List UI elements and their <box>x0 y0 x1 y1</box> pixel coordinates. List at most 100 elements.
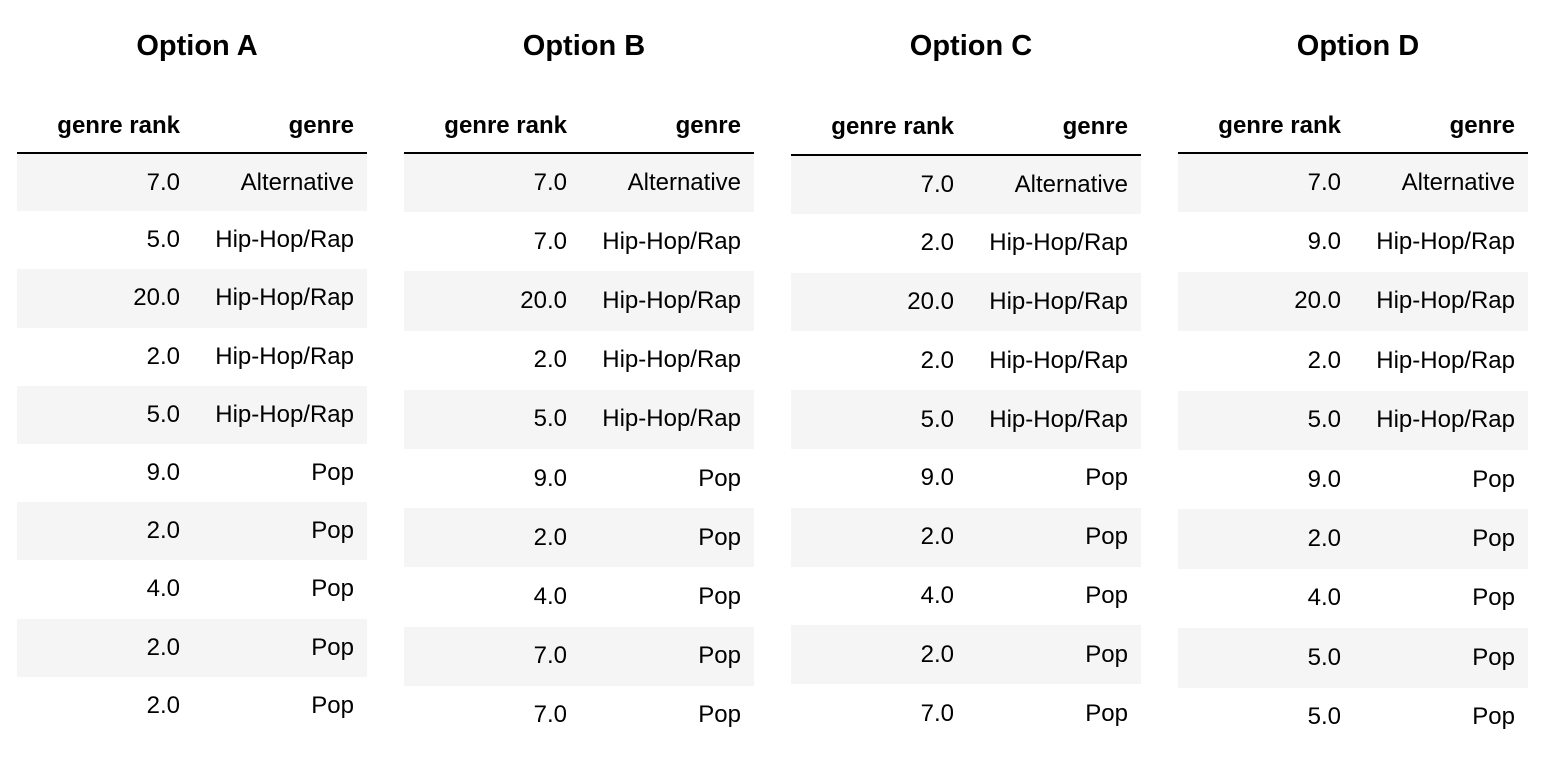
table-row: 4.0 Pop <box>404 567 754 627</box>
table-header-row: genre rank genre <box>404 100 754 154</box>
table-row: 2.0 Pop <box>1178 509 1528 569</box>
option-c-title: Option C <box>909 30 1033 62</box>
table-row: 7.0 Alternative <box>791 155 1141 214</box>
table-row: 2.0 Hip-Hop/Rap <box>1178 331 1528 391</box>
genre-rank-cell: 2.0 <box>920 346 954 374</box>
genre-cell: Pop <box>1472 525 1515 553</box>
genre-rank-cell: 2.0 <box>1307 346 1341 374</box>
genre-rank-cell: 5.0 <box>1307 406 1341 434</box>
genre-cell: Hip-Hop/Rap <box>215 342 354 370</box>
genre-cell: Hip-Hop/Rap <box>602 227 741 255</box>
genre-cell: Pop <box>1085 640 1128 668</box>
table-row: 9.0 Pop <box>791 448 1141 508</box>
table-row: 7.0 Alternative <box>404 153 754 213</box>
option-b-table-body: 7.0 Alternative 7.0 Hip-Hop/Rap 20.0 Hip-Hop/… <box>404 153 754 745</box>
genre-rank-cell: 4.0 <box>533 582 567 610</box>
genre-cell: Pop <box>698 582 741 610</box>
table-row: 7.0 Hip-Hop/Rap <box>404 212 754 272</box>
genre-rank-cell: 5.0 <box>1307 643 1341 671</box>
column-header-genre-rank: genre rank <box>404 100 580 154</box>
genre-rank-cell: 2.0 <box>920 523 954 551</box>
table-row: 5.0 Hip-Hop/Rap <box>404 389 754 449</box>
table-header-row: genre rank genre <box>17 100 367 154</box>
table-row: 2.0 Hip-Hop/Rap <box>17 327 367 386</box>
genre-cell: Pop <box>1085 581 1128 609</box>
genre-rank-cell: 4.0 <box>1307 584 1341 612</box>
table-row: 2.0 Pop <box>791 625 1141 685</box>
table-row: 2.0 Pop <box>791 507 1141 567</box>
genre-rank-cell: 2.0 <box>146 633 180 661</box>
genre-cell: Hip-Hop/Rap <box>989 287 1128 315</box>
genre-rank-cell: 2.0 <box>146 691 180 719</box>
option-b-table: genre rank genre 7.0 Alternative 7.0 Hip-Ho… <box>404 100 754 745</box>
option-a-table: genre rank genre 7.0 Alternative 5.0 Hip-Ho… <box>17 100 367 735</box>
table-row: 20.0 Hip-Hop/Rap <box>404 271 754 331</box>
genre-cell: Pop <box>1472 643 1515 671</box>
genre-rank-cell: 7.0 <box>1307 169 1341 197</box>
genre-cell: Hip-Hop/Rap <box>1376 406 1515 434</box>
genre-cell: Pop <box>311 517 354 545</box>
table-row: 9.0 Pop <box>404 448 754 509</box>
genre-cell: Hip-Hop/Rap <box>215 400 354 428</box>
genre-cell: Pop <box>1085 699 1128 727</box>
column-header-genre: genre <box>967 100 1141 156</box>
genre-cell: Hip-Hop/Rap <box>989 346 1128 374</box>
genre-rank-cell: 5.0 <box>146 400 180 428</box>
genre-cell: Pop <box>1472 584 1515 612</box>
genre-rank-cell: 7.0 <box>533 701 567 729</box>
genre-rank-cell: 2.0 <box>533 346 567 374</box>
column-header-genre: genre <box>193 100 367 154</box>
genre-rank-cell: 5.0 <box>920 405 954 433</box>
genre-cell: Pop <box>1085 464 1128 492</box>
genre-rank-cell: 7.0 <box>533 642 567 670</box>
genre-cell: Pop <box>1472 465 1515 493</box>
genre-rank-cell: 9.0 <box>920 464 954 492</box>
column-header-genre-rank: genre rank <box>791 100 967 156</box>
table-row: 4.0 Pop <box>1178 568 1528 629</box>
column-header-genre: genre <box>1354 100 1528 154</box>
genre-rank-cell: 20.0 <box>520 286 567 314</box>
genre-cell: Pop <box>698 642 741 670</box>
genre-rank-cell: 4.0 <box>146 575 180 603</box>
column-header-genre-rank: genre rank <box>1178 100 1354 154</box>
option-a-table-body: 7.0 Alternative 5.0 Hip-Hop/Rap 20.0 Hip-Hop/… <box>17 153 367 735</box>
genre-cell: Hip-Hop/Rap <box>602 286 741 314</box>
genre-cell: Pop <box>311 633 354 661</box>
genre-rank-cell: 9.0 <box>146 459 180 487</box>
genre-rank-cell: 2.0 <box>920 229 954 257</box>
genre-rank-cell: 7.0 <box>533 227 567 255</box>
genre-rank-cell: 20.0 <box>133 284 180 312</box>
genre-cell: Hip-Hop/Rap <box>602 405 741 433</box>
genre-rank-cell: 2.0 <box>533 523 567 551</box>
genre-cell: Pop <box>698 464 741 492</box>
table-row: 5.0 Hip-Hop/Rap <box>17 385 367 444</box>
table-row: 7.0 Alternative <box>1178 153 1528 213</box>
genre-rank-cell: 2.0 <box>146 342 180 370</box>
genre-cell: Hip-Hop/Rap <box>1376 228 1515 256</box>
genre-cell: Hip-Hop/Rap <box>215 284 354 312</box>
table-row: 9.0 Pop <box>1178 449 1528 510</box>
genre-cell: Alternative <box>1014 170 1128 198</box>
genre-rank-cell: 7.0 <box>920 170 954 198</box>
genre-rank-cell: 9.0 <box>1307 465 1341 493</box>
table-row: 5.0 Hip-Hop/Rap <box>791 390 1141 449</box>
table-row: 7.0 Pop <box>404 626 754 686</box>
genre-rank-cell: 9.0 <box>1307 228 1341 256</box>
genre-rank-cell: 20.0 <box>907 287 954 315</box>
option-d-table-body: 7.0 Alternative 9.0 Hip-Hop/Rap 20.0 Hip-Hop/… <box>1178 153 1528 747</box>
genre-rank-cell: 7.0 <box>920 699 954 727</box>
table-row: 9.0 Hip-Hop/Rap <box>1178 212 1528 272</box>
genre-cell: Pop <box>311 575 354 603</box>
genre-cell: Pop <box>1085 523 1128 551</box>
table-row: 2.0 Pop <box>17 676 367 735</box>
table-row: 2.0 Pop <box>404 508 754 568</box>
option-d-title: Option D <box>1296 30 1420 62</box>
genre-cell: Hip-Hop/Rap <box>1376 287 1515 315</box>
table-row: 20.0 Hip-Hop/Rap <box>17 269 367 328</box>
table-row: 2.0 Hip-Hop/Rap <box>791 213 1141 273</box>
genre-cell: Alternative <box>627 169 741 197</box>
table-header-row: genre rank genre <box>1178 100 1528 154</box>
genre-rank-cell: 2.0 <box>146 517 180 545</box>
column-header-genre-rank: genre rank <box>17 100 193 154</box>
genre-rank-cell: 5.0 <box>146 226 180 254</box>
